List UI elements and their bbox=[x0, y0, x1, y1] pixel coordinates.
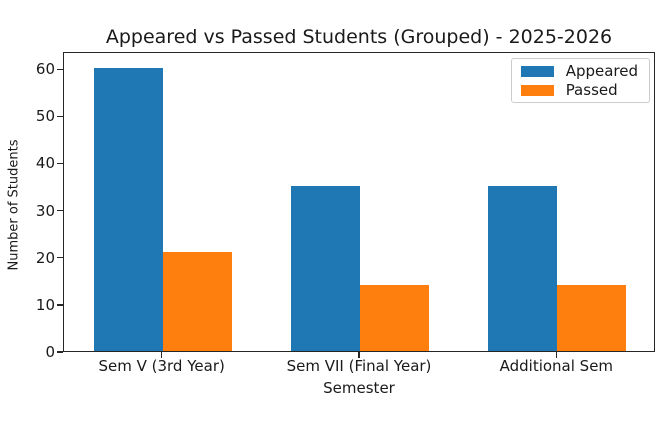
legend-label-passed: Passed bbox=[565, 81, 618, 99]
legend-item-passed: Passed bbox=[520, 81, 638, 99]
ytick-label-50: 50 bbox=[35, 107, 55, 126]
bar-passed-sem-vii-final-year bbox=[360, 285, 430, 351]
ytick-mark-10 bbox=[57, 304, 63, 306]
ytick-mark-30 bbox=[57, 209, 63, 212]
ytick-label-40: 40 bbox=[35, 154, 55, 173]
bar-appeared-sem-v-3rd-year bbox=[93, 68, 163, 351]
legend-item-appeared: Appeared bbox=[520, 62, 638, 80]
ytick-mark-20 bbox=[57, 257, 63, 259]
ytick-mark-50 bbox=[57, 115, 63, 118]
ytick-label-0: 0 bbox=[45, 343, 55, 361]
xtick-mark-additional-sem bbox=[555, 351, 558, 358]
bar-passed-sem-v-3rd-year bbox=[162, 252, 232, 351]
legend-swatch-appeared bbox=[520, 65, 554, 77]
xtick-label-sem-v-3rd-year: Sem V (3rd Year) bbox=[98, 357, 225, 375]
bar-passed-additional-sem bbox=[557, 285, 627, 351]
bar-appeared-additional-sem bbox=[488, 186, 558, 351]
xtick-label-sem-vii-final-year: Sem VII (Final Year) bbox=[286, 357, 432, 375]
ytick-label-60: 60 bbox=[35, 60, 55, 79]
ytick-mark-60 bbox=[57, 68, 63, 70]
ytick-label-20: 20 bbox=[35, 248, 55, 267]
xtick-mark-sem-v-3rd-year bbox=[160, 351, 163, 358]
ytick-mark-0 bbox=[57, 351, 63, 353]
bar-appeared-sem-vii-final-year bbox=[290, 186, 360, 351]
x-axis-label: Semester bbox=[323, 379, 395, 397]
ytick-label-10: 10 bbox=[35, 295, 55, 314]
ytick-label-30: 30 bbox=[35, 201, 55, 220]
chart-title: Appeared vs Passed Students (Grouped) - … bbox=[105, 26, 613, 48]
legend: Appeared Passed bbox=[510, 58, 650, 103]
ytick-mark-40 bbox=[57, 162, 63, 165]
xtick-label-additional-sem: Additional Sem bbox=[499, 357, 614, 375]
xtick-mark-sem-vii-final-year bbox=[358, 351, 360, 358]
legend-swatch-passed bbox=[520, 84, 554, 96]
legend-label-appeared: Appeared bbox=[565, 62, 638, 80]
